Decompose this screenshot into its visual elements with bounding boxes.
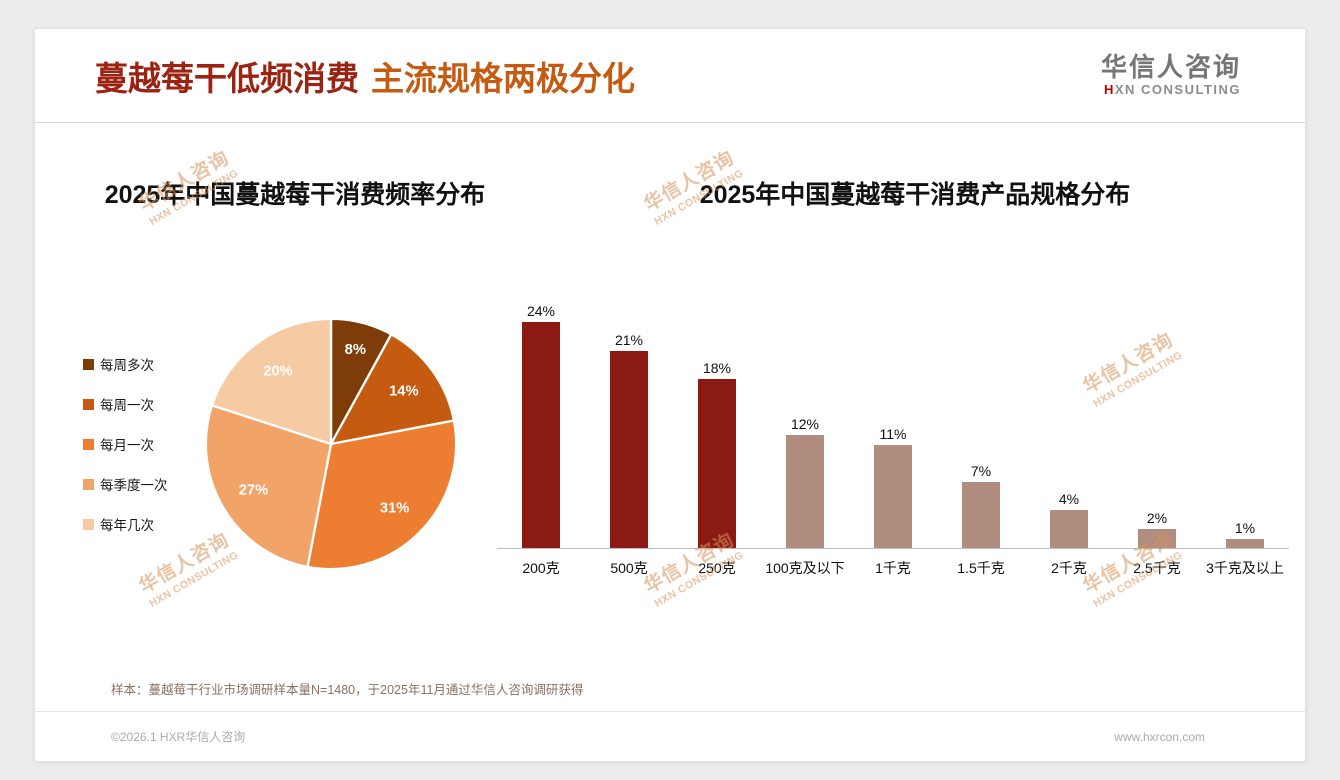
logo-chinese: 华信人咨询 <box>1100 52 1241 83</box>
footer: ©2026.1 HXR华信人咨询 www.hxrcon.com <box>35 711 1305 761</box>
bar <box>610 351 648 548</box>
pie-slice-每周一次 <box>328 332 456 446</box>
pie-data-label: 20% <box>263 364 292 380</box>
bar-category-label: 2千克 <box>1051 560 1087 576</box>
company-logo: 华信人咨询 HXN CONSULTING <box>1100 52 1241 98</box>
logo-english-rest: XN CONSULTING <box>1114 81 1241 97</box>
bar <box>1138 529 1176 548</box>
sample-note: 样本：蔓越莓干行业市场调研样本量N=1480，于2025年11月通过华信人咨询调… <box>111 682 584 697</box>
bar-category-label: 2.5千克 <box>1133 560 1181 576</box>
bar-value-label: 1% <box>1234 520 1256 536</box>
legend-label: 每月一次 <box>100 438 154 453</box>
bar-category-label: 3千克及以上 <box>1206 560 1284 576</box>
legend-swatch <box>83 518 94 530</box>
bar-col-500克: 21% <box>585 332 673 548</box>
legend-label: 每周一次 <box>100 398 154 413</box>
bar-value-label: 2% <box>1146 510 1168 526</box>
bar-category-label: 200克 <box>522 560 560 576</box>
legend-swatch <box>83 358 94 370</box>
bar-col-1.5千克: 7% <box>937 463 1025 548</box>
title-secondary: 主流规格两极分化 <box>371 59 635 97</box>
bar <box>698 379 736 548</box>
bar-col-1千克: 11% <box>849 426 937 548</box>
legend-item-每周一次: 每周一次 <box>83 394 193 414</box>
bar-col-3千克及以上: 1% <box>1201 520 1289 548</box>
bar-category-label: 500克 <box>610 560 648 576</box>
bar-col-2千克: 4% <box>1025 491 1113 548</box>
bar <box>1226 539 1264 548</box>
footnote-row: 样本：蔓越莓干行业市场调研样本量N=1480，于2025年11月通过华信人咨询调… <box>35 665 1305 711</box>
bar-col-250克: 18% <box>673 360 761 548</box>
bar-category-label: 250克 <box>698 560 736 576</box>
footer-copyright: ©2026.1 HXR华信人咨询 <box>111 730 246 744</box>
bar-col-2.5千克: 2% <box>1113 510 1201 548</box>
legend-item-每周多次: 每周多次 <box>83 354 193 374</box>
legend-swatch <box>83 438 94 450</box>
pie-chart-title: 2025年中国蔓越莓干消费频率分布 <box>104 181 486 209</box>
bar <box>1050 510 1088 548</box>
bar-value-label: 24% <box>526 303 556 319</box>
legend-swatch <box>83 398 94 410</box>
slide-card: 蔓越莓干低频消费 主流规格两极分化 华信人咨询 HXN CONSULTING 20… <box>34 28 1306 762</box>
bar-category-label: 1千克 <box>875 560 911 576</box>
pie-chart: 8% 14% 31% 27% 20% <box>204 317 458 571</box>
bar-value-label: 12% <box>790 416 820 432</box>
pie-slice-每季度一次 <box>204 403 333 569</box>
pie-data-label: 31% <box>380 500 409 516</box>
legend-label: 每年几次 <box>100 518 154 533</box>
pie-section: 2025年中国蔓越莓干消费频率分布 每周多次每周一次每月一次每季度一次每年几次 … <box>63 123 497 665</box>
bar-category-label: 100克及以下 <box>765 560 845 576</box>
title-primary: 蔓越莓干低频消费 <box>95 59 359 97</box>
header: 蔓越莓干低频消费 主流规格两极分化 华信人咨询 HXN CONSULTING <box>35 29 1305 123</box>
bar-labels-row: 200克 500克 250克 100克及以下 1千克 1.5千克 2千克 2.5千克 3千克及以… <box>497 549 1289 578</box>
bar-col-200克: 24% <box>497 303 585 548</box>
bar-value-label: 11% <box>879 426 907 442</box>
page-title: 蔓越莓干低频消费 主流规格两极分化 <box>95 52 635 100</box>
footer-url: www.hxrcon.com <box>1114 729 1205 744</box>
bar-value-label: 18% <box>702 360 732 376</box>
bar-section: 2025年中国蔓越莓干消费产品规格分布 24% 21% 18% 12% 11% 7% 4% 2… <box>497 123 1289 665</box>
legend-item-每季度一次: 每季度一次 <box>83 474 193 494</box>
charts-area: 2025年中国蔓越莓干消费频率分布 每周多次每周一次每月一次每季度一次每年几次 … <box>35 123 1305 665</box>
bar-value-label: 4% <box>1058 491 1080 507</box>
legend-swatch <box>83 478 94 490</box>
pie-data-label: 14% <box>389 384 418 400</box>
pie-data-label: 27% <box>239 482 268 498</box>
pie-data-label: 8% <box>345 342 366 358</box>
bar-category-label: 1.5千克 <box>957 560 1005 576</box>
legend-label: 每季度一次 <box>100 478 168 493</box>
pie-legend: 每周多次每周一次每月一次每季度一次每年几次 <box>83 334 193 554</box>
bar <box>786 435 824 548</box>
bar-value-label: 21% <box>614 332 644 348</box>
legend-label: 每周多次 <box>100 358 154 373</box>
pie-slice-每年几次 <box>210 317 333 446</box>
bars-row: 24% 21% 18% 12% 11% 7% 4% 2% 1% <box>497 299 1289 549</box>
logo-english: HXN CONSULTING <box>1101 81 1241 98</box>
bar <box>522 322 560 548</box>
pie-wrap: 每周多次每周一次每月一次每季度一次每年几次 8% 14% 31% 27% 20% <box>63 306 497 582</box>
bar <box>874 445 912 548</box>
bar <box>962 482 1000 548</box>
logo-accent-letter: H <box>1103 81 1115 97</box>
bar-value-label: 7% <box>970 463 992 479</box>
bar-chart-title: 2025年中国蔓越莓干消费产品规格分布 <box>699 181 1131 209</box>
pie-slice-每月一次 <box>306 419 458 571</box>
bar-chart: 24% 21% 18% 12% 11% 7% 4% 2% 1% 200克 500克 250克 100克… <box>497 299 1289 578</box>
legend-item-每月一次: 每月一次 <box>83 434 193 454</box>
legend-item-每年几次: 每年几次 <box>83 514 193 534</box>
bar-col-100克及以下: 12% <box>761 416 849 548</box>
